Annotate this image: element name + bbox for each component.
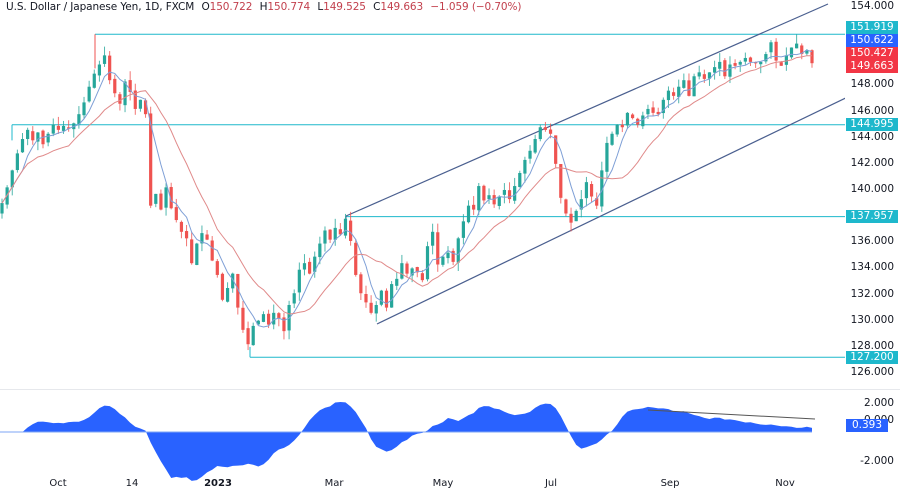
price-tick: 144.000 [850, 130, 894, 143]
symbol-name: U.S. Dollar / Japanese Yen, 1D, FXCM [6, 1, 195, 13]
oscillator-current-value: 0.393 [846, 419, 888, 432]
time-tick: 14 [125, 478, 139, 489]
price-label: 149.663 [846, 60, 898, 73]
low-value: 149.525 [323, 1, 366, 13]
price-chart[interactable] [0, 0, 845, 390]
price-tick: 148.000 [850, 78, 894, 91]
price-tick: 136.000 [850, 235, 894, 248]
low-label: L [317, 1, 324, 13]
price-tick: 134.000 [850, 261, 894, 274]
time-tick: May [432, 478, 454, 489]
time-tick: Jul [544, 478, 558, 489]
close-label: C [373, 1, 381, 13]
price-tick: 146.000 [850, 104, 894, 117]
channel-lower-line[interactable] [376, 93, 845, 325]
candles [0, 34, 814, 351]
time-tick: Sep [660, 478, 680, 489]
price-label: 144.995 [846, 117, 898, 131]
oscillator-chart[interactable] [0, 390, 845, 490]
price-label: 151.919 [846, 21, 898, 34]
pane-separator[interactable] [0, 389, 900, 390]
price-label: 150.622 [846, 34, 898, 47]
open-label: O [201, 1, 210, 13]
time-tick: Nov [775, 478, 795, 489]
price-label: 137.957 [846, 210, 898, 223]
price-tick: 142.000 [850, 156, 894, 169]
time-tick: Oct [49, 478, 67, 489]
slow-moving-average [1, 55, 813, 315]
oscillator-area [2, 402, 812, 481]
change-value: −1.059 (−0.70%) [430, 1, 522, 13]
time-tick: Mar [324, 478, 344, 489]
price-tick: 132.000 [850, 287, 894, 300]
price-tick: 126.000 [850, 365, 894, 378]
open-value: 150.722 [209, 1, 253, 13]
oscillator-tick: 2.000 [863, 397, 894, 409]
price-label: 150.427 [846, 47, 898, 60]
high-value: 150.774 [267, 1, 311, 13]
price-tick: 140.000 [850, 182, 894, 195]
symbol-header: U.S. Dollar / Japanese Yen, 1D, FXCM O15… [6, 1, 521, 13]
price-tick: 154.000 [850, 0, 894, 12]
channel-upper-line[interactable] [345, 3, 829, 217]
time-tick: 2023 [204, 478, 232, 489]
divergence-trendline[interactable] [647, 409, 816, 420]
oscillator-tick: -2.000 [860, 455, 894, 467]
high-label: H [259, 1, 268, 13]
price-tick: 128.000 [850, 339, 894, 352]
price-label: 127.200 [846, 350, 898, 364]
price-tick: 130.000 [850, 313, 894, 326]
fast-moving-average [1, 49, 813, 328]
close-value: 149.663 [380, 1, 424, 13]
